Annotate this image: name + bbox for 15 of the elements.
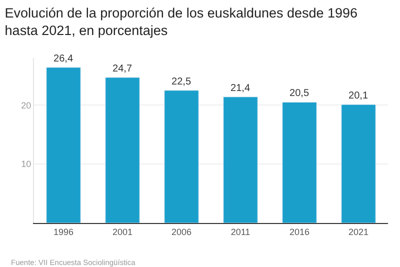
x-tick-label: 2011 xyxy=(230,226,250,237)
chart-title: Evolución de la proporción de los euskaldunes desde 1996 hasta 2021, en porcentajes xyxy=(4,5,358,38)
x-tick-label: 2021 xyxy=(348,226,369,237)
data-label: 20,5 xyxy=(290,88,310,100)
y-tick-label: 20 xyxy=(21,100,32,110)
data-label: 21,4 xyxy=(230,82,250,94)
data-label: 20,1 xyxy=(348,90,368,102)
data-label: 24,7 xyxy=(112,63,132,74)
x-tick-label: 2006 xyxy=(171,226,192,237)
x-tick-label: 2016 xyxy=(289,226,310,237)
data-label: 26,4 xyxy=(54,53,74,64)
x-tick-label: 2001 xyxy=(112,226,133,237)
y-tick-label: 10 xyxy=(21,159,32,170)
x-tick-label: 1996 xyxy=(53,226,74,237)
data-label: 22,5 xyxy=(172,76,192,88)
